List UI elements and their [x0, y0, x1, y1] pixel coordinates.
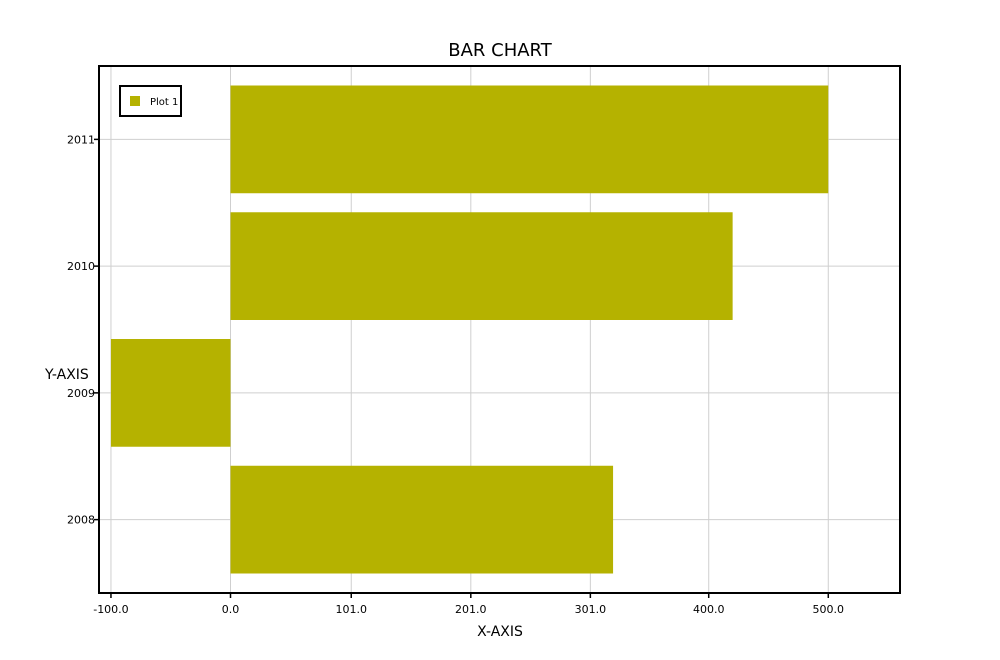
y-axis-label: Y-AXIS — [44, 367, 89, 383]
x-tick-label: 201.0 — [455, 603, 487, 616]
bar-2009 — [110, 339, 231, 447]
y-tick-label: 2009 — [67, 387, 95, 400]
legend-swatch — [130, 96, 140, 106]
legend-label: Plot 1 — [150, 97, 178, 108]
legend: Plot 1 — [119, 85, 182, 117]
ticks: -100.0 0.0 101.0 201.0 301.0 400.0 500.0 2008 20… — [67, 133, 844, 616]
y-tick-label: 2008 — [67, 514, 95, 527]
bar-2011 — [230, 85, 829, 194]
bar-2010 — [230, 212, 733, 320]
x-tick-label: 400.0 — [693, 603, 725, 616]
y-tick-label: 2010 — [67, 260, 95, 273]
bars — [110, 85, 829, 574]
x-tick-label: 301.0 — [575, 603, 607, 616]
x-tick-label: 0.0 — [222, 603, 240, 616]
y-tick-label: 2011 — [67, 133, 95, 146]
bar-2008 — [230, 465, 614, 574]
x-tick-label: -100.0 — [93, 603, 128, 616]
x-tick-label: 101.0 — [336, 603, 368, 616]
plot-frame — [98, 65, 901, 594]
x-axis-label: X-AXIS — [477, 624, 523, 640]
chart-title: BAR CHART — [448, 40, 553, 61]
x-tick-label: 500.0 — [813, 603, 845, 616]
